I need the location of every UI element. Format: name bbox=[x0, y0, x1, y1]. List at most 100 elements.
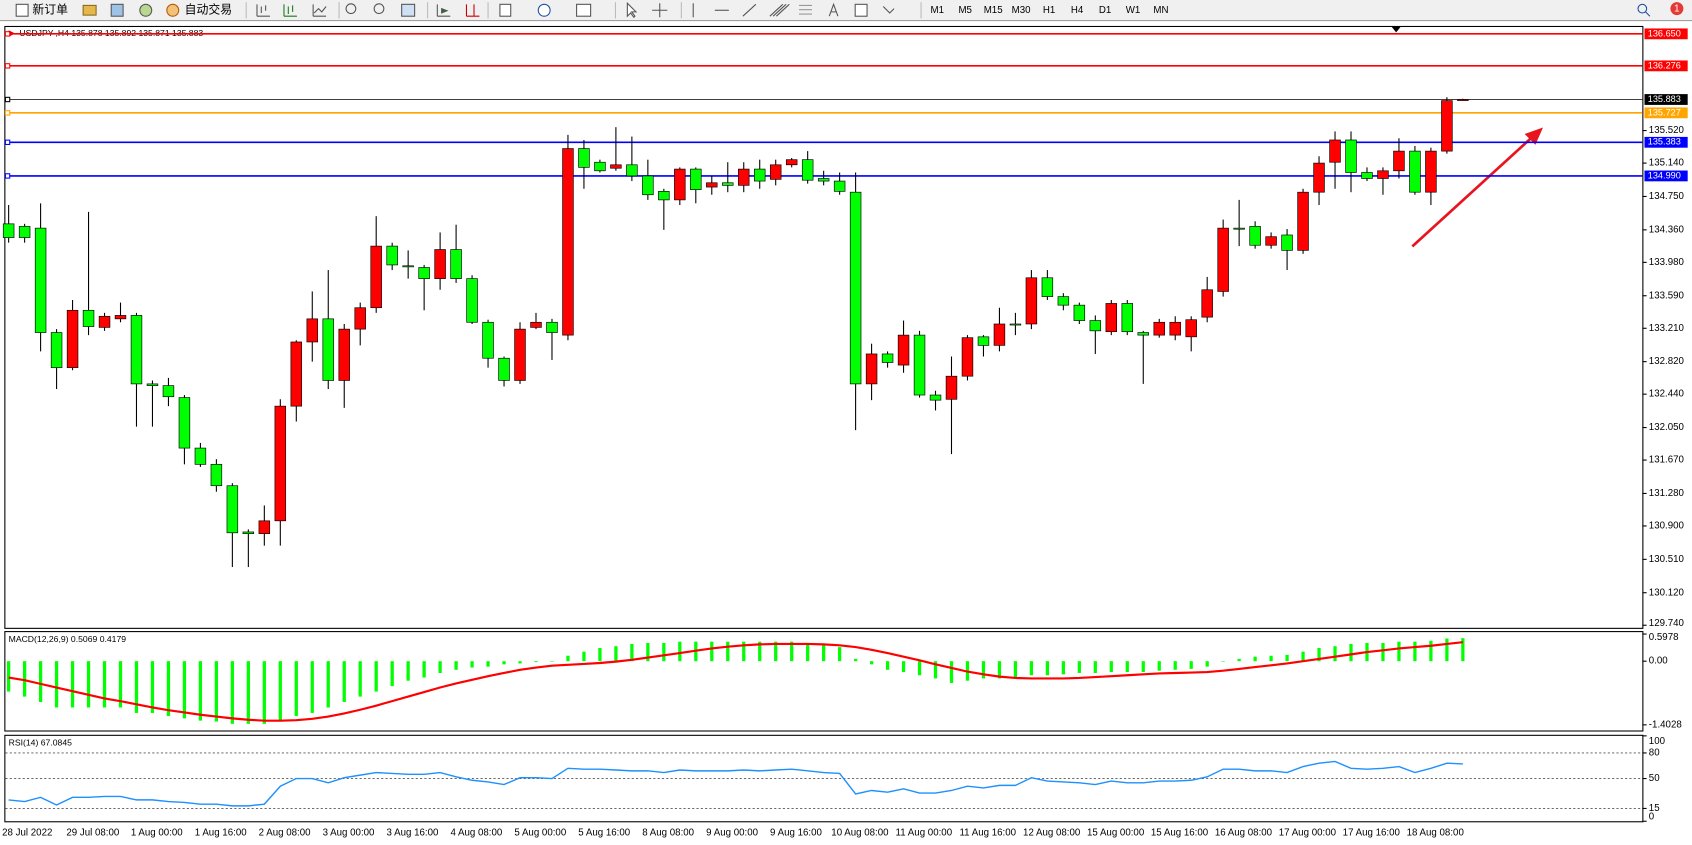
macd-bar bbox=[1461, 638, 1465, 662]
rsi-line bbox=[8, 760, 1463, 807]
candle-body bbox=[1105, 303, 1118, 333]
candle-body bbox=[833, 180, 846, 192]
label-icon[interactable] bbox=[854, 3, 868, 17]
macd-bar bbox=[582, 651, 586, 662]
search-icon[interactable] bbox=[1637, 3, 1648, 14]
arrows-icon[interactable] bbox=[882, 6, 895, 14]
candle-body bbox=[386, 245, 398, 266]
toolbar bbox=[0, 0, 1692, 21]
macd-bar bbox=[1221, 661, 1225, 662]
text-icon[interactable] bbox=[828, 2, 839, 17]
trendline-icon[interactable] bbox=[742, 3, 757, 17]
x-tick-label: 11 Aug 16:00 bbox=[959, 828, 1016, 839]
timeframe-button[interactable]: M1 bbox=[930, 5, 944, 16]
macd-bar bbox=[486, 661, 490, 667]
shift-icon[interactable] bbox=[465, 4, 480, 17]
zoom-out-icon[interactable] bbox=[373, 3, 385, 15]
timeframe-button[interactable]: M30 bbox=[1012, 5, 1031, 16]
templates-icon[interactable] bbox=[576, 3, 592, 17]
candle-body bbox=[801, 159, 814, 181]
macd-bar bbox=[758, 641, 762, 662]
scroll-icon[interactable] bbox=[436, 4, 451, 17]
candle-body bbox=[354, 307, 366, 330]
macd-bar bbox=[454, 661, 458, 670]
candle-body bbox=[418, 267, 430, 279]
y-tick-label: 135.520 bbox=[1649, 125, 1685, 136]
candle-body bbox=[178, 397, 191, 449]
new-order-button[interactable]: 新订单 bbox=[32, 2, 68, 16]
cursor-icon[interactable] bbox=[626, 1, 638, 19]
icon[interactable] bbox=[139, 3, 153, 17]
notification-badge[interactable] bbox=[1670, 2, 1684, 16]
timeframe-button[interactable]: H4 bbox=[1071, 5, 1084, 16]
candle-body bbox=[1041, 277, 1054, 297]
icon[interactable] bbox=[110, 3, 124, 17]
macd-bar bbox=[278, 661, 282, 722]
macd-bar bbox=[1029, 661, 1034, 676]
timeframe-button[interactable]: M15 bbox=[984, 5, 1003, 16]
level-handle bbox=[4, 173, 11, 179]
macd-bar bbox=[678, 641, 682, 662]
candle-body bbox=[546, 321, 558, 333]
macd-bar bbox=[86, 661, 91, 708]
periods-icon[interactable] bbox=[537, 3, 551, 17]
candle-body bbox=[881, 353, 894, 363]
notification-count[interactable]: 1 bbox=[1674, 4, 1679, 15]
macd-bar bbox=[1061, 661, 1065, 675]
channel-icon[interactable] bbox=[769, 3, 790, 17]
x-tick-label: 8 Aug 08:00 bbox=[642, 828, 694, 839]
candle-body bbox=[338, 328, 350, 381]
auto-trading-button[interactable]: 自动交易 bbox=[185, 2, 232, 16]
macd-bar bbox=[1013, 661, 1018, 678]
macd-bar bbox=[214, 661, 219, 722]
candle-body bbox=[322, 318, 334, 381]
tile-icon[interactable] bbox=[401, 3, 416, 17]
candle-body bbox=[1393, 150, 1405, 172]
candle-body bbox=[1361, 172, 1373, 179]
level-label: 136.276 bbox=[1648, 60, 1681, 70]
macd-bar bbox=[38, 661, 43, 703]
rsi-title: RSI(14) 67.0845 bbox=[9, 738, 72, 748]
macd-bar bbox=[1205, 661, 1209, 667]
candle-body bbox=[1009, 323, 1022, 326]
auto-trading-icon[interactable] bbox=[166, 3, 180, 17]
candle-body bbox=[706, 182, 718, 188]
macd-bar bbox=[390, 661, 394, 687]
timeframe-button[interactable]: D1 bbox=[1099, 5, 1111, 16]
macd-bar bbox=[438, 661, 442, 673]
candle-body bbox=[1089, 320, 1102, 332]
new-order-icon[interactable] bbox=[15, 3, 29, 17]
macd-bar bbox=[806, 643, 810, 662]
macd-bar bbox=[550, 661, 554, 662]
macd-bar bbox=[1253, 656, 1257, 662]
macd-bar bbox=[470, 661, 474, 668]
x-tick-label: 9 Aug 00:00 bbox=[706, 828, 758, 839]
candle-body bbox=[690, 168, 702, 190]
line-chart-icon[interactable] bbox=[312, 4, 327, 17]
icon[interactable] bbox=[82, 4, 97, 16]
candle-body bbox=[210, 464, 223, 487]
bar-chart-icon[interactable] bbox=[256, 4, 270, 17]
zoom-in-icon[interactable] bbox=[345, 3, 357, 15]
level-label: 134.990 bbox=[1648, 170, 1681, 180]
macd-bar bbox=[598, 648, 602, 662]
candle-icon[interactable] bbox=[283, 4, 297, 17]
timeframe-button[interactable]: W1 bbox=[1126, 5, 1141, 16]
timeframe-button[interactable]: MN bbox=[1153, 5, 1168, 16]
timeframe-button[interactable]: H1 bbox=[1043, 5, 1055, 16]
candle-body bbox=[130, 315, 143, 385]
fibo-icon[interactable] bbox=[799, 4, 812, 15]
x-tick-label: 11 Aug 00:00 bbox=[896, 828, 953, 839]
macd-bar bbox=[1141, 661, 1145, 673]
candle-body bbox=[146, 383, 159, 386]
candle-body bbox=[610, 164, 622, 169]
candle-body bbox=[913, 334, 926, 396]
crosshair-icon[interactable] bbox=[652, 3, 668, 18]
timeframe-button[interactable]: M5 bbox=[958, 5, 972, 16]
macd-bar bbox=[1429, 640, 1433, 662]
indicators-icon[interactable] bbox=[499, 3, 512, 17]
x-tick-label: 17 Aug 16:00 bbox=[1343, 828, 1401, 839]
candle-body bbox=[1425, 150, 1437, 193]
